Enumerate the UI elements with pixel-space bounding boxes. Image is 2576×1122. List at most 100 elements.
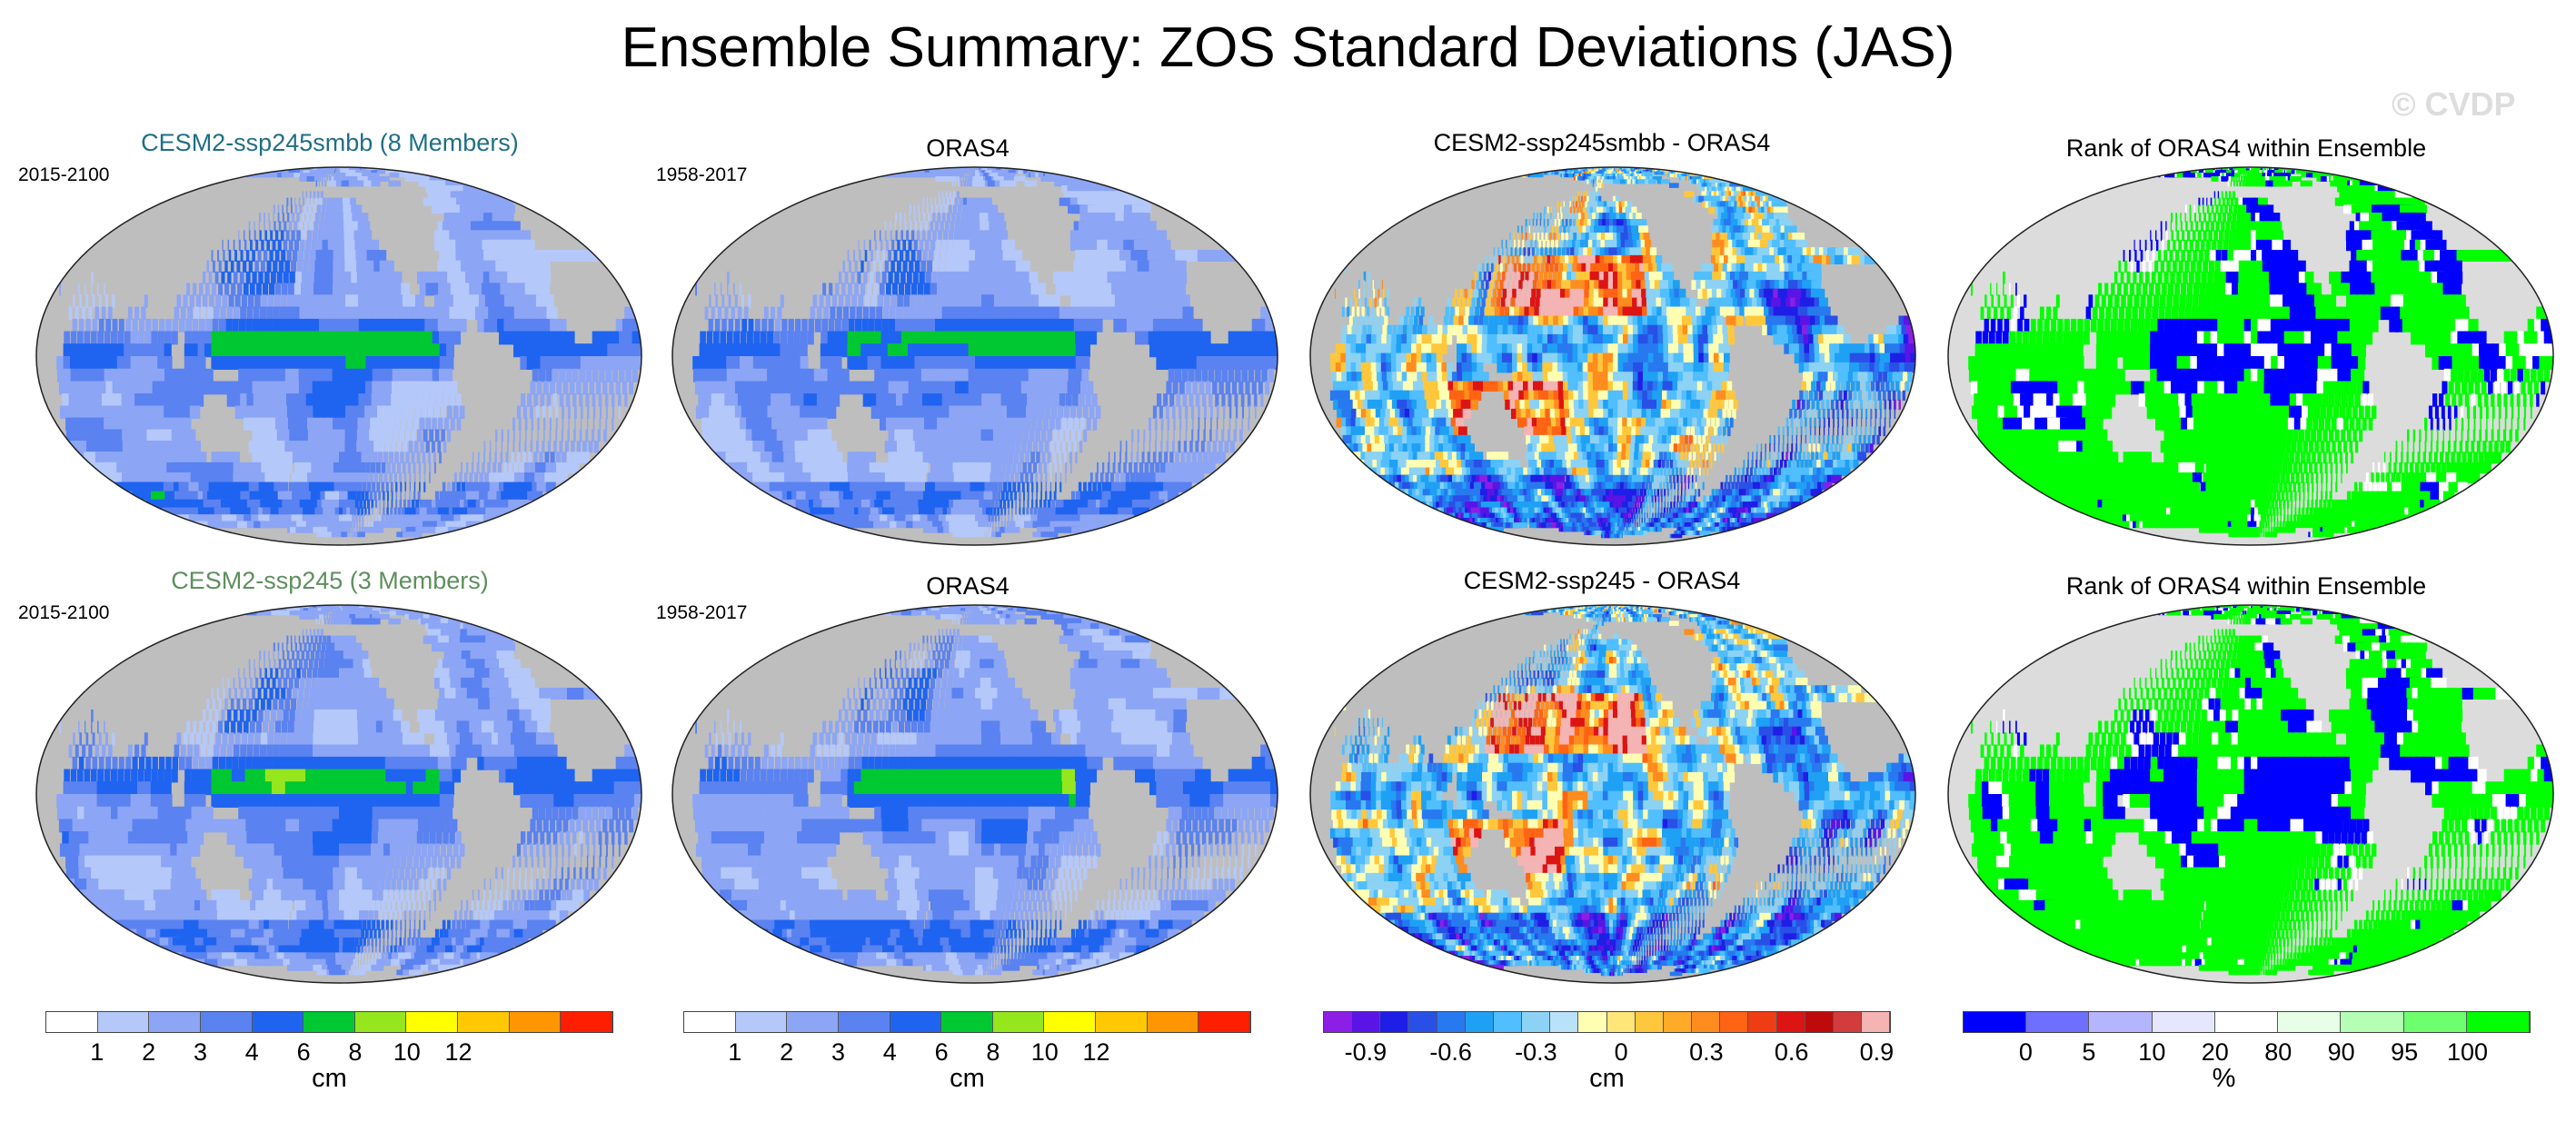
map-panel <box>1308 165 1917 547</box>
colorbar-tick-label: 10 <box>2138 1038 2165 1066</box>
colorbar-swatch <box>252 1012 304 1032</box>
map-svg <box>35 166 642 546</box>
panel-title: Rank of ORAS4 within Ensemble <box>1942 571 2551 601</box>
colorbar-unit-label: cm <box>950 1064 985 1093</box>
colorbar-swatch <box>1096 1012 1148 1032</box>
colorbar-swatch <box>1147 1012 1199 1032</box>
colorbar-tick-label: 0.3 <box>1689 1038 1724 1066</box>
map-svg <box>1947 604 2554 984</box>
colorbar-swatch <box>1465 1012 1494 1032</box>
page-title: Ensemble Summary: ZOS Standard Deviation… <box>0 16 2576 80</box>
period-label: 2015-2100 <box>18 602 109 624</box>
colorbar-swatch <box>1550 1012 1579 1032</box>
colorbar-swatch <box>890 1012 942 1032</box>
colorbar-tick-label: 8 <box>986 1038 1000 1066</box>
watermark: © CVDP <box>2392 85 2516 124</box>
map-panel <box>671 603 1279 985</box>
colorbar-swatch <box>1493 1012 1523 1032</box>
colorbar-swatch <box>2214 1012 2279 1032</box>
colorbar-swatch <box>787 1012 839 1032</box>
map-panel <box>1946 165 2555 547</box>
panel-title: ORAS4 <box>668 134 1268 163</box>
colorbar-tick-label: 95 <box>2391 1038 2418 1066</box>
colorbar-swatch <box>1437 1012 1466 1032</box>
colorbar-swatch <box>2278 1012 2342 1032</box>
colorbar-tick-label: 100 <box>2447 1038 2488 1066</box>
colorbar-strip <box>1323 1011 1891 1033</box>
colorbar-swatch <box>458 1012 510 1032</box>
colorbar-swatch <box>1748 1012 1777 1032</box>
map-panel <box>35 603 643 985</box>
map-svg <box>1947 166 2554 546</box>
colorbar-tick-label: 4 <box>245 1038 259 1066</box>
colorbar-tick-label: 0 <box>2019 1038 2033 1066</box>
colorbar-tick-label: 3 <box>831 1038 845 1066</box>
colorbar-swatch <box>684 1012 736 1032</box>
colorbar-tick-label: 1 <box>90 1038 104 1066</box>
colorbar-swatch <box>2089 1012 2153 1032</box>
colorbar-swatch <box>1578 1012 1607 1032</box>
map-panel <box>1308 603 1917 985</box>
colorbar-swatch <box>2466 1012 2530 1032</box>
colorbar-tick-label: 8 <box>348 1038 362 1066</box>
colorbar-tick-label: 90 <box>2328 1038 2355 1066</box>
colorbar-tick-label: 1 <box>728 1038 741 1066</box>
panel-title: CESM2-ssp245 - ORAS4 <box>1302 566 1902 595</box>
colorbar-tick-label: 0.9 <box>1860 1038 1895 1066</box>
colorbar-swatch <box>200 1012 253 1032</box>
colorbar-swatch <box>1522 1012 1551 1032</box>
map-panel <box>1946 603 2555 985</box>
colorbar-tick-label: 5 <box>2082 1038 2095 1066</box>
colorbar-tick-label: 80 <box>2264 1038 2292 1066</box>
map-svg <box>1309 166 1916 546</box>
colorbar-swatch <box>1720 1012 1749 1032</box>
map-svg <box>671 604 1278 984</box>
colorbar-swatch <box>1692 1012 1721 1032</box>
colorbar-swatch <box>838 1012 890 1032</box>
colorbar-tick-label: 0.6 <box>1775 1038 1809 1066</box>
panel-title: ORAS4 <box>668 571 1268 601</box>
colorbar-tick-label: -0.6 <box>1429 1038 1472 1066</box>
map-svg <box>1309 604 1916 984</box>
colorbar-strip <box>45 1011 613 1033</box>
colorbar-swatch <box>1352 1012 1381 1032</box>
colorbar-tick-label: 10 <box>1031 1038 1059 1066</box>
period-label: 1958-2017 <box>656 602 747 624</box>
colorbar-swatch <box>561 1012 613 1032</box>
colorbar-swatch <box>1663 1012 1693 1032</box>
colorbar-tick-label: 3 <box>194 1038 207 1066</box>
map-svg <box>35 604 642 984</box>
colorbar-swatch <box>1044 1012 1097 1032</box>
colorbar-swatch <box>1380 1012 1409 1032</box>
colorbar-unit-label: cm <box>312 1064 347 1093</box>
colorbar-swatch <box>1964 1012 2027 1032</box>
colorbar-swatch <box>1198 1012 1251 1032</box>
colorbar-tick-label: 12 <box>1083 1038 1110 1066</box>
colorbar-swatch <box>1776 1012 1805 1032</box>
colorbar-swatch <box>1408 1012 1437 1032</box>
colorbar-tick-label: 12 <box>445 1038 472 1066</box>
panel-title: CESM2-ssp245smbb - ORAS4 <box>1302 128 1902 157</box>
colorbar-swatch <box>354 1012 407 1032</box>
colorbar-swatch <box>1324 1012 1353 1032</box>
colorbar-unit-label: % <box>2213 1064 2236 1093</box>
colorbar-swatch <box>1606 1012 1636 1032</box>
colorbar-swatch <box>2026 1012 2090 1032</box>
colorbar-swatch <box>97 1012 150 1032</box>
map-svg <box>671 166 1278 546</box>
colorbar-unit-label: cm <box>1589 1064 1625 1093</box>
map-panel <box>35 165 643 547</box>
colorbar-swatch <box>1833 1012 1862 1032</box>
colorbar-swatch <box>149 1012 201 1032</box>
colorbar-tick-label: 2 <box>780 1038 793 1066</box>
period-label: 1958-2017 <box>656 164 747 186</box>
colorbar-swatch <box>509 1012 562 1032</box>
colorbar-swatch <box>1635 1012 1664 1032</box>
colorbar-strip <box>683 1011 1251 1033</box>
panel-title: CESM2-ssp245smbb (8 Members) <box>35 128 625 157</box>
colorbar-swatch <box>941 1012 993 1032</box>
colorbar-tick-label: 0 <box>1615 1038 1628 1066</box>
colorbar-tick-label: 2 <box>142 1038 155 1066</box>
colorbar-tick-label: -0.3 <box>1515 1038 1557 1066</box>
colorbar-strip <box>1963 1011 2531 1033</box>
